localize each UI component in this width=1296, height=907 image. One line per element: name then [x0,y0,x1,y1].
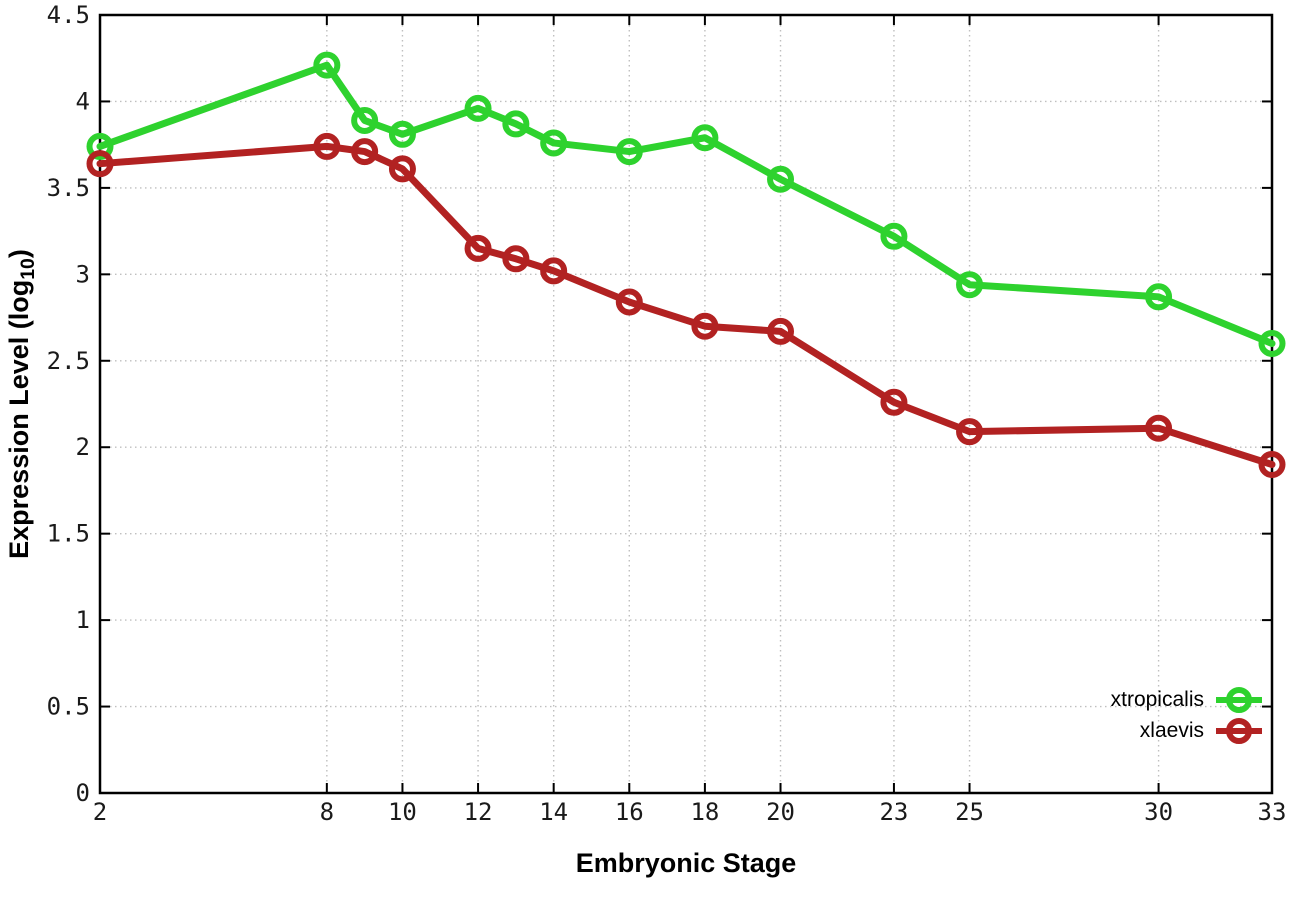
y-tick-label: 0.5 [47,693,90,721]
data-point-xlaevis [388,155,416,183]
series-xlaevis [86,132,1286,479]
data-point-xlaevis [86,150,114,178]
x-tick-label: 25 [955,798,984,826]
data-point-xlaevis [540,257,568,285]
data-point-xlaevis [313,132,341,160]
legend-marker-xlaevis [1216,717,1262,745]
y-tick-label: 4 [76,87,90,115]
open-circle-marker-icon [1226,717,1252,744]
x-axis-title: Embryonic Stage [575,848,797,878]
x-tick-label: 20 [766,798,795,826]
y-tick-label: 3.5 [47,174,90,202]
data-point-xtropicalis [313,51,341,79]
y-tick-label: 3 [76,260,90,288]
x-tick-label: 14 [539,798,568,826]
open-circle-marker-icon [1226,686,1252,713]
data-point-xtropicalis [880,222,908,250]
data-point-xlaevis [880,388,908,416]
x-tick-label: 23 [879,798,908,826]
y-tick-label: 2.5 [47,347,90,375]
y-axis-title-text: Expression Level (log [3,279,34,559]
y-tick-label: 4.5 [47,1,90,29]
data-point-xtropicalis [1258,329,1286,357]
series-xtropicalis [86,51,1286,357]
series-line-xtropicalis [96,61,1276,347]
y-tick-label: 1.5 [47,520,90,548]
data-point-xtropicalis [767,165,795,193]
data-point-xlaevis [1258,451,1286,479]
data-point-xtropicalis [956,271,984,299]
data-point-xtropicalis [464,94,492,122]
legend-label-xtropicalis: xtropicalis [1110,688,1204,711]
x-tick-label: 8 [320,798,334,826]
data-point-xtropicalis [86,132,114,160]
data-point-xtropicalis [388,120,416,148]
data-point-xlaevis [691,312,719,340]
data-point-xlaevis [1145,414,1173,442]
x-tick-labels: 2 8 10 12 14 16 18 20 23 25 30 33 [93,798,1287,826]
data-point-xtropicalis [540,129,568,157]
axis-ticks [99,14,1273,794]
y-tick-label: 0 [76,779,90,807]
y-axis-title: Expression Level (log10) [4,249,40,559]
data-point-xlaevis [767,317,795,345]
data-point-xlaevis [615,288,643,316]
legend: xtropicalis xlaevis [1111,684,1262,746]
data-point-xlaevis [464,234,492,262]
plot-frame [98,13,1274,795]
x-tick-label: 30 [1144,798,1173,826]
legend-item-xlaevis: xlaevis [1111,715,1262,746]
gridlines [99,14,1273,794]
series-line-xlaevis [96,142,1276,469]
x-tick-label: 2 [93,798,107,826]
data-point-xtropicalis [351,106,379,134]
data-point-xlaevis [956,418,984,446]
legend-item-xtropicalis: xtropicalis [1111,684,1262,715]
data-point-xtropicalis [502,110,530,138]
y-tick-label: 2 [76,433,90,461]
x-tick-label: 33 [1258,798,1287,826]
y-tick-labels: 0 0.5 1 1.5 2 2.5 3 3.5 4 4.5 [47,1,90,807]
y-tick-label: 1 [76,606,90,634]
data-point-xtropicalis [691,124,719,152]
data-point-xlaevis [502,245,530,273]
x-tick-label: 10 [388,798,417,826]
x-tick-label: 18 [690,798,719,826]
y-axis-title-suffix: ) [3,249,34,259]
x-tick-label: 16 [615,798,644,826]
x-tick-label: 12 [464,798,493,826]
legend-marker-xtropicalis [1216,686,1262,714]
legend-label-xlaevis: xlaevis [1139,719,1204,742]
data-point-xtropicalis [615,138,643,166]
y-axis-title-subscript: 10 [17,258,40,280]
data-point-xtropicalis [1145,283,1173,311]
data-point-xlaevis [351,138,379,166]
